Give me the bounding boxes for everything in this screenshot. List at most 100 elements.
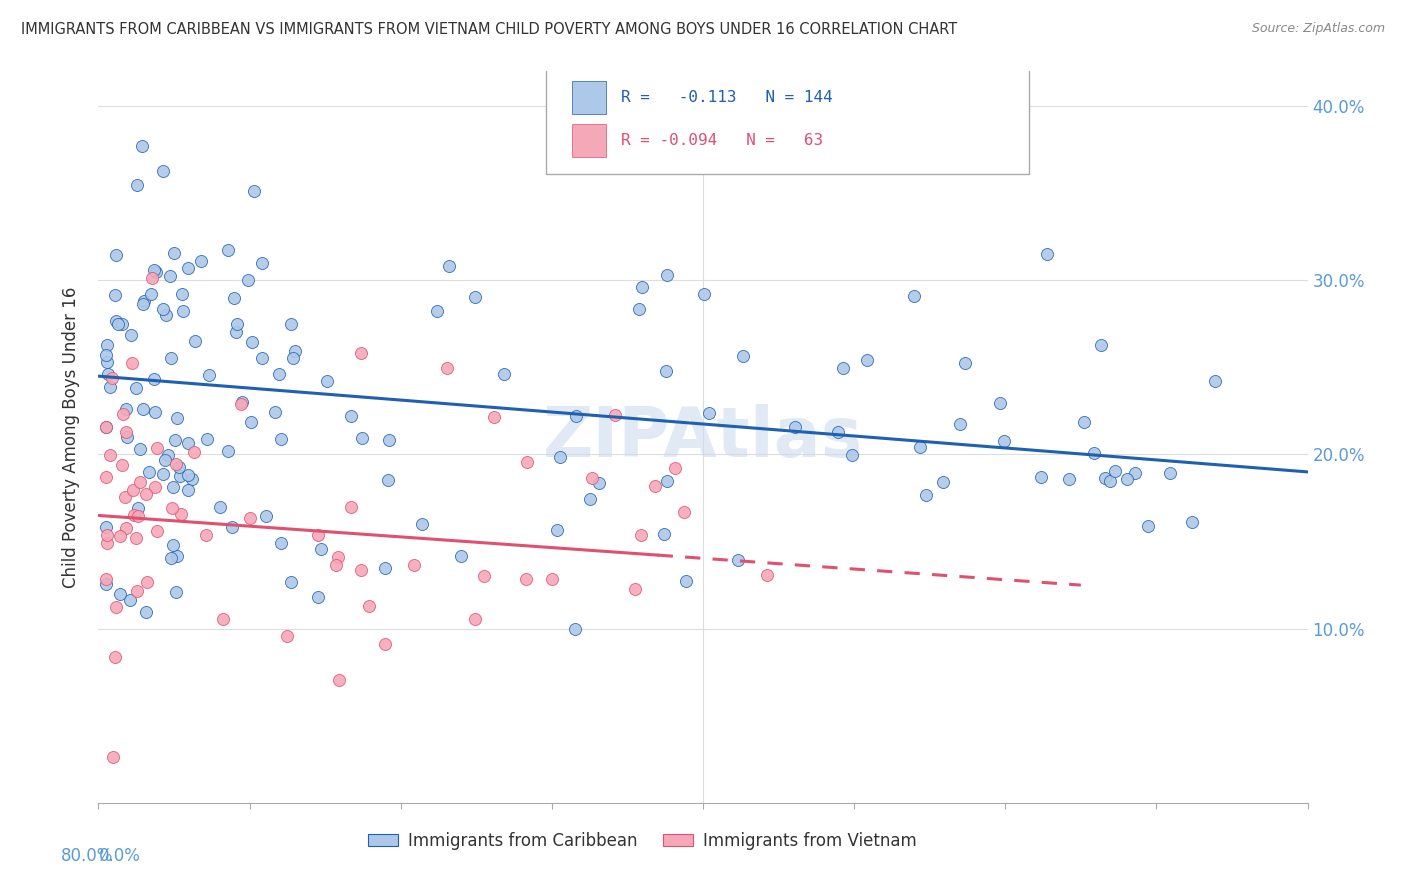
Point <box>949 417 972 432</box>
Point <box>328 673 350 687</box>
Point <box>339 409 361 423</box>
Point <box>236 273 259 287</box>
Point <box>110 587 132 601</box>
Point <box>128 442 150 457</box>
Point <box>221 520 243 534</box>
Point <box>98 380 121 394</box>
Point <box>127 178 149 193</box>
Point <box>644 479 666 493</box>
Point <box>96 528 118 542</box>
Point <box>181 472 204 486</box>
Point <box>96 355 118 369</box>
Point <box>165 585 187 599</box>
Point <box>135 487 157 501</box>
Text: IMMIGRANTS FROM CARIBBEAN VS IMMIGRANTS FROM VIETNAM CHILD POVERTY AMONG BOYS UN: IMMIGRANTS FROM CARIBBEAN VS IMMIGRANTS … <box>21 22 957 37</box>
Point <box>94 420 117 434</box>
Point <box>307 590 329 604</box>
Point <box>138 465 160 479</box>
Point <box>325 558 347 573</box>
Point <box>243 184 266 198</box>
Text: Source: ZipAtlas.com: Source: ZipAtlas.com <box>1251 22 1385 36</box>
Point <box>211 612 233 626</box>
Point <box>564 622 586 636</box>
Point <box>1036 247 1059 261</box>
Point <box>104 314 127 328</box>
Point <box>675 574 697 589</box>
Point <box>226 317 249 331</box>
Text: R =   -0.113   N = 144: R = -0.113 N = 144 <box>621 90 832 105</box>
Point <box>177 436 200 450</box>
Point <box>98 448 121 462</box>
Point <box>1137 519 1160 533</box>
Point <box>145 479 167 493</box>
Point <box>856 352 879 367</box>
Point <box>516 455 538 469</box>
Point <box>162 538 184 552</box>
Point <box>152 163 174 178</box>
Point <box>630 528 652 542</box>
Point <box>283 351 305 365</box>
Point <box>94 469 117 483</box>
Point <box>377 473 399 487</box>
Point <box>1104 464 1126 478</box>
Point <box>1159 467 1181 481</box>
Point <box>932 475 955 490</box>
Point <box>125 532 148 546</box>
Point <box>350 564 373 578</box>
Point <box>264 405 287 419</box>
Point <box>172 303 194 318</box>
Point <box>955 356 977 370</box>
Point <box>165 458 187 472</box>
Point <box>1029 470 1052 484</box>
Y-axis label: Child Poverty Among Boys Under 16: Child Poverty Among Boys Under 16 <box>62 286 80 588</box>
Point <box>105 248 128 262</box>
Point <box>827 425 849 439</box>
Point <box>224 291 246 305</box>
Point <box>101 371 124 385</box>
Point <box>132 297 155 311</box>
Point <box>146 524 169 538</box>
Point <box>402 558 425 573</box>
Point <box>250 351 273 366</box>
Point <box>280 318 302 332</box>
Point <box>167 460 190 475</box>
Point <box>141 271 163 285</box>
Point <box>157 448 180 462</box>
Point <box>464 290 486 304</box>
Point <box>155 309 177 323</box>
Point <box>627 301 650 316</box>
Point <box>115 402 138 417</box>
Point <box>1204 374 1226 388</box>
Point <box>94 420 117 434</box>
Point <box>152 302 174 317</box>
Point <box>117 430 139 444</box>
Point <box>231 397 253 411</box>
Bar <box>572 124 606 157</box>
Point <box>270 432 292 446</box>
FancyBboxPatch shape <box>546 64 1029 174</box>
Point <box>111 317 134 331</box>
Point <box>159 268 181 283</box>
Point <box>128 475 150 490</box>
Point <box>482 409 505 424</box>
Point <box>120 592 142 607</box>
Point <box>1099 474 1122 488</box>
Point <box>340 500 363 514</box>
Point <box>1181 515 1204 529</box>
Point <box>1057 472 1080 486</box>
Point <box>250 256 273 270</box>
Point <box>132 401 155 416</box>
Point <box>97 368 120 382</box>
Point <box>127 509 149 524</box>
Point <box>240 415 263 429</box>
Point <box>177 468 200 483</box>
Point <box>135 605 157 619</box>
Point <box>152 467 174 481</box>
Point <box>120 328 142 343</box>
Point <box>162 480 184 494</box>
Point <box>209 500 232 514</box>
Point <box>276 629 298 643</box>
Point <box>783 420 806 434</box>
Point <box>143 262 166 277</box>
Point <box>988 395 1011 409</box>
